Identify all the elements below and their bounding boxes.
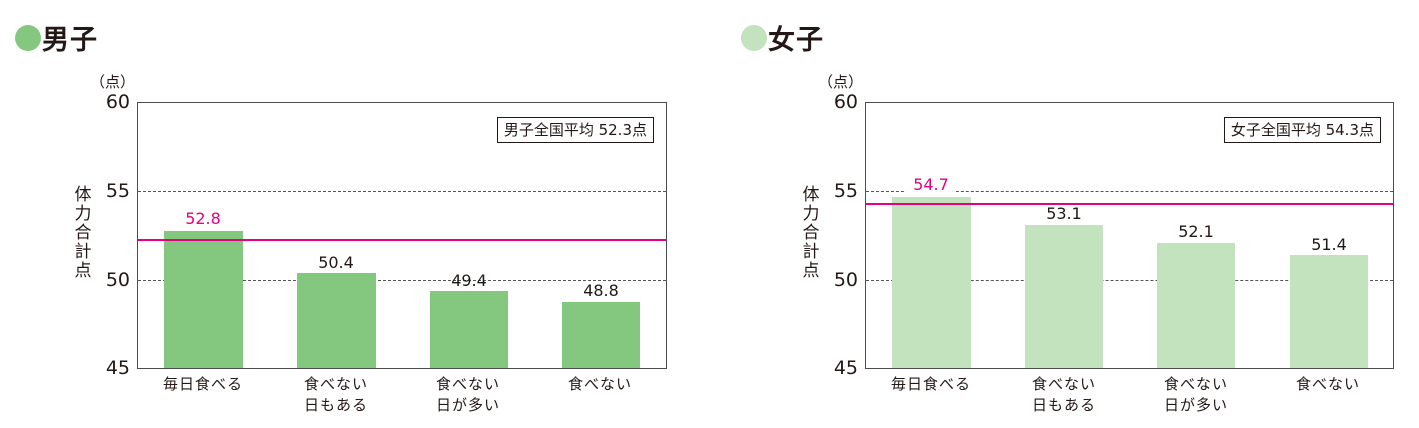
- ytick-60: 60: [105, 91, 130, 113]
- x-label-often-skip: 食べない 日が多い: [1163, 375, 1228, 414]
- ytick-60: 60: [833, 91, 858, 113]
- value-label: 53.1: [1046, 204, 1082, 223]
- value-label: 48.8: [583, 281, 619, 300]
- ytick-55: 55: [833, 180, 858, 202]
- green-circle-icon: [15, 24, 41, 51]
- unit-label: （点）: [90, 73, 136, 91]
- ytick-50: 50: [833, 269, 858, 291]
- bar-often-skip[interactable]: [1157, 243, 1235, 368]
- national-average-line: [866, 203, 1393, 205]
- girls-title-text: 女子: [768, 25, 824, 56]
- girls-chart-title: 女子: [741, 18, 824, 57]
- bar-every-day[interactable]: [892, 197, 971, 368]
- bar-often-skip[interactable]: [430, 291, 508, 368]
- value-label: 49.4: [451, 271, 487, 290]
- unit-label: （点）: [818, 73, 864, 91]
- ytick-45: 45: [105, 357, 130, 379]
- ytick-50: 50: [105, 269, 130, 291]
- light-green-circle-icon: [741, 24, 767, 51]
- national-average-legend: 女子全国平均 54.3点: [1223, 117, 1381, 143]
- gridline-55: [866, 191, 1393, 192]
- x-label-never: 食べない: [1295, 375, 1360, 393]
- value-label: 52.8: [185, 209, 221, 228]
- value-label: 54.7: [906, 175, 956, 194]
- gridline-50: [138, 280, 666, 281]
- bar-every-day[interactable]: [164, 231, 243, 368]
- ytick-55: 55: [105, 180, 130, 202]
- y-axis-label-text: 体力合計点: [74, 185, 92, 281]
- value-label: 52.1: [1178, 222, 1214, 241]
- gridline-50: [866, 280, 1393, 281]
- gridline-55: [138, 191, 666, 192]
- boys-chart-panel: 男子 （点） 60 55 50 45 体力合計点 52.8 50.4 49.4 …: [0, 0, 700, 428]
- x-label-every-day: 毎日食べる: [890, 375, 971, 393]
- y-axis-label: 体力合計点: [801, 186, 821, 281]
- boys-title-text: 男子: [42, 25, 98, 56]
- y-axis-label-text: 体力合計点: [802, 185, 820, 281]
- girls-chart-panel: 女子 （点） 60 55 50 45 体力合計点 54.7 53.1 52.1 …: [728, 0, 1419, 428]
- value-label: 51.4: [1311, 235, 1347, 254]
- x-label-sometimes-skip: 食べない 日もある: [1031, 375, 1096, 414]
- x-label-every-day: 毎日食べる: [162, 375, 243, 393]
- ytick-45: 45: [833, 357, 858, 379]
- x-label-often-skip: 食べない 日が多い: [435, 375, 500, 414]
- x-label-never: 食べない: [567, 375, 632, 393]
- plot-area: 54.7 53.1 52.1 51.4 女子全国平均 54.3点: [865, 102, 1394, 369]
- bar-never[interactable]: [562, 302, 640, 368]
- x-label-sometimes-skip: 食べない 日もある: [303, 375, 368, 414]
- bar-never[interactable]: [1290, 255, 1368, 368]
- national-average-line: [138, 239, 666, 241]
- bar-sometimes-skip[interactable]: [1025, 225, 1103, 368]
- bar-sometimes-skip[interactable]: [297, 273, 376, 368]
- national-average-legend: 男子全国平均 52.3点: [496, 117, 654, 143]
- plot-area: 52.8 50.4 49.4 48.8 男子全国平均 52.3点: [137, 102, 667, 369]
- value-label: 50.4: [318, 253, 354, 272]
- y-axis-label: 体力合計点: [73, 186, 93, 281]
- boys-chart-title: 男子: [15, 18, 98, 57]
